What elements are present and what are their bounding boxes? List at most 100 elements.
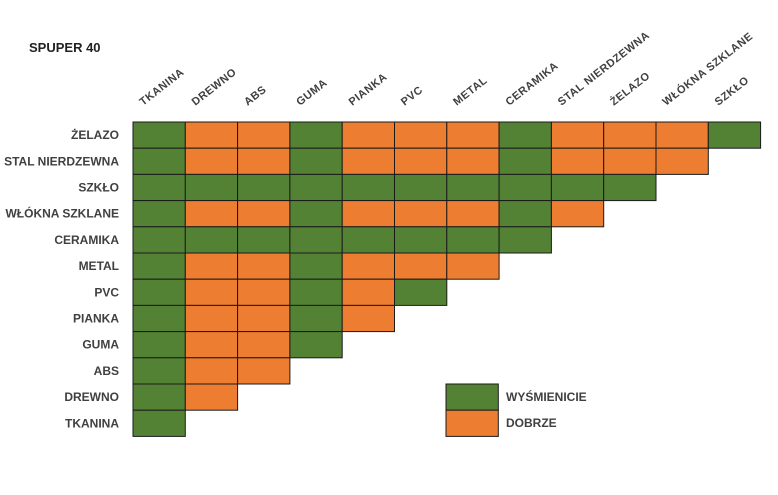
heatmap-cell [341,252,396,280]
heatmap-cell [289,304,343,333]
heatmap-cell [446,147,500,175]
heatmap-cell [184,147,239,175]
heatmap-cell [237,226,291,254]
heatmap-cell [446,226,500,254]
heatmap-cell [132,173,186,202]
row-labels: ŻELAZO STAL NIERDZEWNA SZKŁO WŁÓKNA SZKLANE… [4,127,119,430]
heatmap-cell [132,409,186,437]
heatmap-cell [289,226,343,254]
chart-title: SPUPER 40 [29,40,101,55]
heatmap-cell [289,331,343,359]
row-label: ŻELAZO [71,127,119,142]
row-label: STAL NIERDZEWNA [4,154,119,168]
column-label: STAL NIERDZEWNA [556,29,652,108]
heatmap-cells [132,121,762,437]
heatmap-cell [237,304,291,333]
heatmap-cell [289,278,343,306]
row-label: ABS [94,364,119,378]
column-label: WŁÓKNA SZKLANE [660,30,756,109]
heatmap-cell [184,121,239,149]
heatmap-cell [132,121,186,149]
heatmap-cell [289,200,343,228]
heatmap-cell [237,252,291,280]
legend-label: DOBRZE [506,416,557,430]
row-label: DREWNO [64,390,119,404]
heatmap-cell [603,147,657,175]
heatmap-cell [550,147,605,175]
legend-swatch [445,409,499,437]
heatmap-cell [132,278,186,306]
column-label: GUMA [294,77,329,108]
heatmap-cell [132,304,186,333]
heatmap-cell [184,226,239,254]
heatmap-cell [446,252,500,280]
heatmap-cell [132,147,186,175]
heatmap-cell [341,173,396,202]
heatmap-cell [498,121,552,149]
heatmap-cell [446,173,500,202]
heatmap-cell [498,200,552,228]
heatmap-cell [498,226,552,254]
row-label: SZKŁO [78,181,119,195]
heatmap-cell [446,121,500,149]
heatmap-cell [132,200,186,228]
heatmap-cell [341,278,396,306]
column-label: TKANINA [137,66,186,108]
heatmap-cell [237,278,291,306]
heatmap-cell [184,357,239,385]
legend-label: WYŚMIENICIE [506,389,587,404]
heatmap-cell [132,226,186,254]
heatmap-cell [237,147,291,175]
heatmap-cell [184,331,239,359]
heatmap-cell [341,200,396,228]
column-label: CERAMIKA [504,60,561,108]
heatmap-cell [184,304,239,333]
legend: WYŚMIENICIE DOBRZE [445,383,587,437]
heatmap-cell [655,147,709,175]
heatmap-cell [132,252,186,280]
heatmap-cell [394,278,448,306]
heatmap-cell [184,383,239,411]
row-label: TKANINA [65,416,119,430]
heatmap-cell [498,173,552,202]
row-label: GUMA [82,338,119,352]
row-label: PIANKA [73,312,119,326]
heatmap-cell [394,121,448,149]
column-label: SZKŁO [713,74,752,108]
heatmap-cell [289,121,343,149]
heatmap-cell [237,331,291,359]
heatmap-cell [237,121,291,149]
heatmap-cell [394,252,448,280]
row-label: WŁÓKNA SZKLANE [5,206,119,221]
heatmap-cell [550,200,605,228]
column-labels: TKANINA DREWNO ABS GUMA PIANKA PVC METAL CERAMI… [137,29,755,108]
column-label: METAL [451,75,490,109]
heatmap-cell [550,173,605,202]
heatmap-cell [289,252,343,280]
heatmap-cell [289,173,343,202]
heatmap-cell [603,173,657,202]
heatmap-cell [394,147,448,175]
heatmap-cell [550,121,605,149]
row-label: METAL [79,259,119,273]
heatmap-cell [184,278,239,306]
heatmap-cell [184,200,239,228]
column-label: PIANKA [347,71,390,108]
heatmap-cell [341,304,396,333]
heatmap-cell [289,147,343,175]
heatmap-cell [603,121,657,149]
row-label: CERAMIKA [54,233,119,247]
heatmap-cell [707,121,762,149]
heatmap-cell [341,226,396,254]
heatmap-cell [132,331,186,359]
column-label: DREWNO [190,66,239,108]
heatmap-cell [394,173,448,202]
row-label: PVC [94,285,119,299]
column-label: ABS [242,84,269,109]
heatmap-cell [655,121,709,149]
heatmap-cell [184,173,239,202]
heatmap-cell [341,121,396,149]
legend-swatch [445,383,499,411]
heatmap-cell [394,200,448,228]
